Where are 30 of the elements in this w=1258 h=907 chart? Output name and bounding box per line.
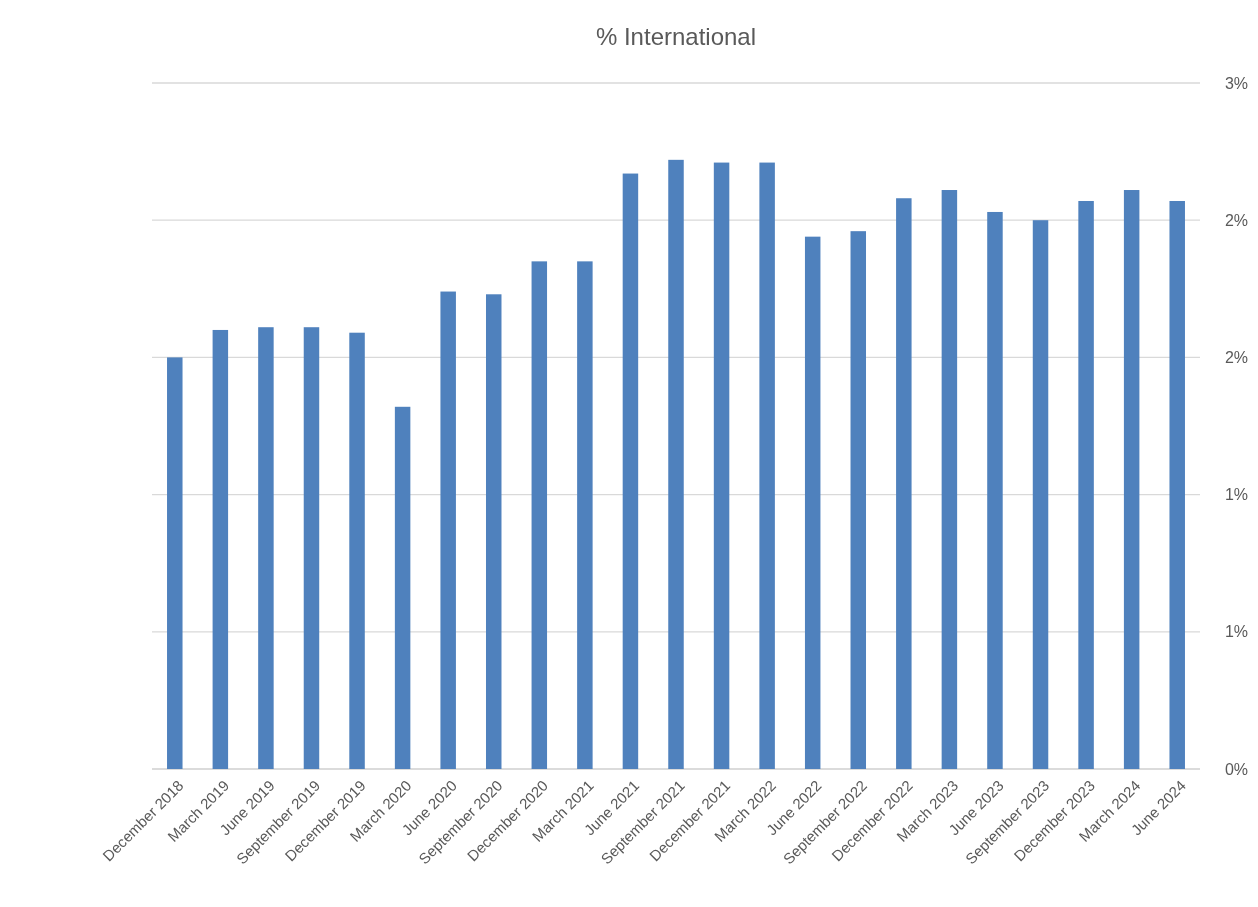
y-tick-label: 2% [1224, 211, 1248, 229]
bar [941, 190, 958, 769]
y-tick-label: 1% [1224, 623, 1248, 641]
bar [577, 261, 593, 769]
y-tick-label: 0% [1224, 760, 1248, 778]
bar [759, 162, 775, 769]
y-tick-label: 2% [1224, 349, 1248, 366]
bar [258, 327, 274, 769]
bar [668, 159, 684, 769]
bar [167, 357, 183, 769]
bar [440, 291, 456, 769]
bar [303, 327, 320, 769]
bar [394, 406, 411, 769]
y-tick-label: 3% [1224, 74, 1248, 92]
bar [896, 198, 912, 769]
bar [485, 294, 502, 769]
bar [713, 162, 730, 769]
y-tick-label: 1% [1224, 486, 1248, 504]
bar [1169, 200, 1185, 769]
bar [531, 261, 548, 769]
bar [1032, 220, 1049, 769]
bar [850, 231, 867, 769]
bar [987, 211, 1003, 769]
bar [349, 332, 365, 769]
bar [622, 173, 639, 769]
bar [1123, 190, 1140, 769]
bar [212, 329, 229, 769]
bar [1078, 200, 1094, 769]
chart-title: % International [595, 23, 757, 50]
bar [804, 236, 821, 769]
